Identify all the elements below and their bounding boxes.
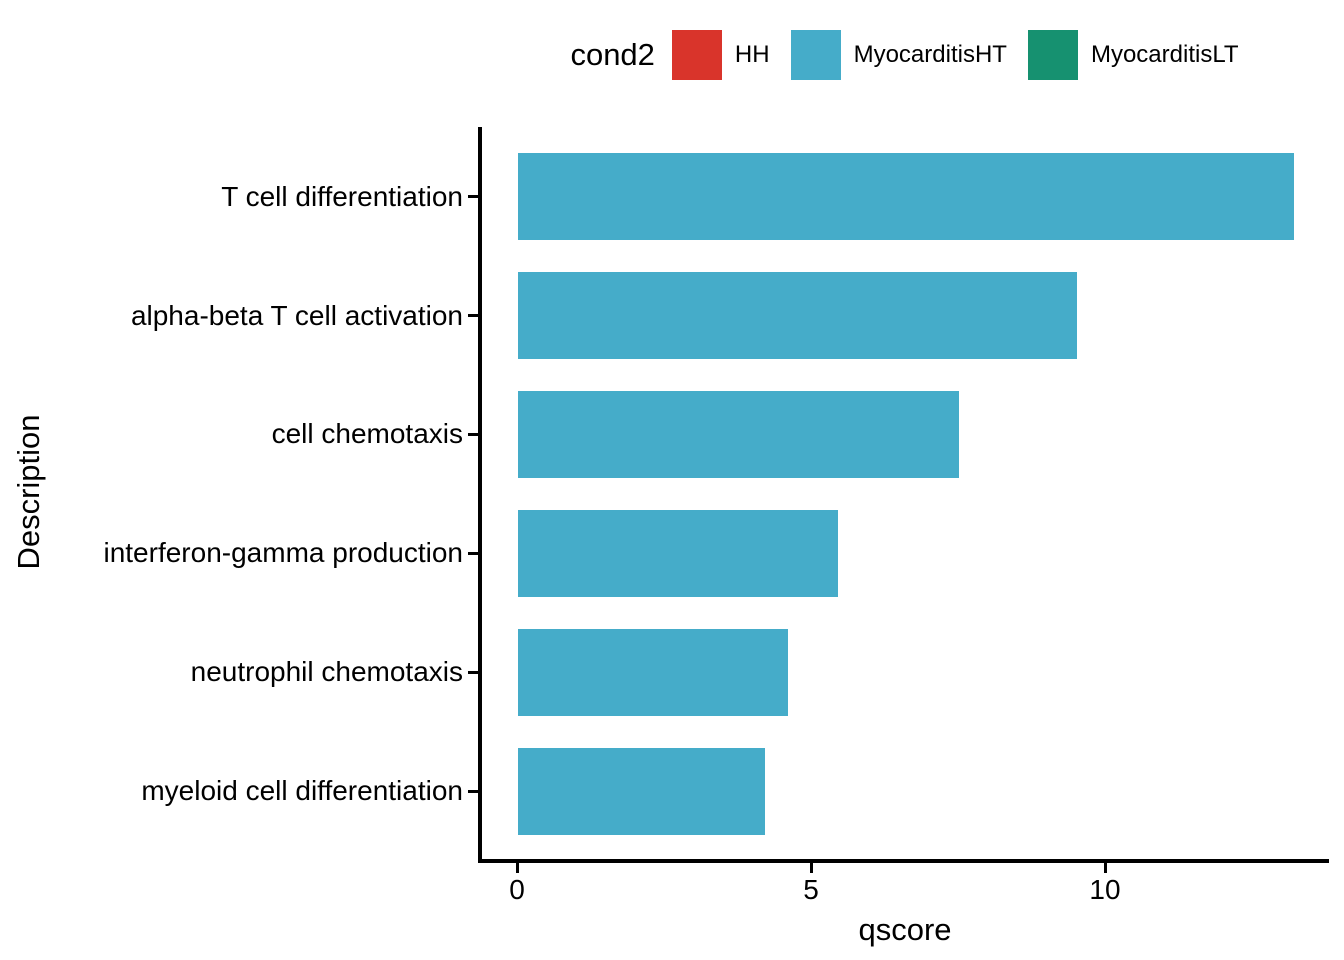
y-tick-label: cell chemotaxis — [271, 418, 463, 450]
legend-swatch-hh — [671, 30, 722, 80]
y-tick-label: neutrophil chemotaxis — [190, 656, 463, 688]
bar — [518, 272, 1077, 359]
legend-swatch-myocarditis-lt — [1027, 30, 1078, 80]
legend-item-label: MyocarditisLT — [1090, 41, 1239, 68]
legend-item-label: HH — [734, 41, 770, 68]
x-tick-label: 10 — [1089, 874, 1121, 905]
y-tick-mark — [468, 432, 478, 436]
y-tick-mark — [468, 551, 478, 555]
legend-item-myocarditis-lt: MyocarditisLT — [1027, 30, 1239, 80]
bar — [518, 390, 959, 478]
legend-item-hh: HH — [671, 30, 770, 80]
y-axis-title: Description — [11, 414, 46, 570]
legend-item-label: MyocarditisHT — [853, 41, 1007, 68]
y-tick-mark — [468, 670, 478, 674]
legend-title: cond2 — [570, 37, 655, 72]
bar — [518, 153, 1294, 241]
y-tick-mark — [468, 314, 478, 317]
y-tick-mark — [468, 789, 478, 793]
x-tick-mark — [515, 863, 519, 873]
x-tick-label: 0 — [509, 874, 525, 905]
legend-swatch-myocarditis-ht — [790, 30, 841, 80]
legend: cond2 HH MyocarditisHT MyocarditisLT — [480, 26, 1329, 84]
y-tick-label: myeloid cell differentiation — [141, 775, 463, 807]
bar — [518, 747, 765, 835]
legend-item-myocarditis-ht: MyocarditisHT — [790, 30, 1007, 80]
bar — [518, 509, 838, 597]
y-tick-label: alpha-beta T cell activation — [130, 299, 463, 331]
y-tick-mark — [468, 195, 478, 199]
x-axis-line — [478, 859, 1329, 863]
x-axis-title: qscore — [858, 912, 952, 947]
bar — [518, 628, 788, 716]
y-tick-label: interferon-gamma production — [103, 537, 463, 569]
y-axis-line — [478, 127, 482, 863]
x-tick-label: 5 — [803, 874, 819, 905]
x-tick-mark — [1103, 863, 1107, 873]
y-tick-label: T cell differentiation — [221, 180, 463, 212]
x-tick-mark — [809, 863, 813, 873]
